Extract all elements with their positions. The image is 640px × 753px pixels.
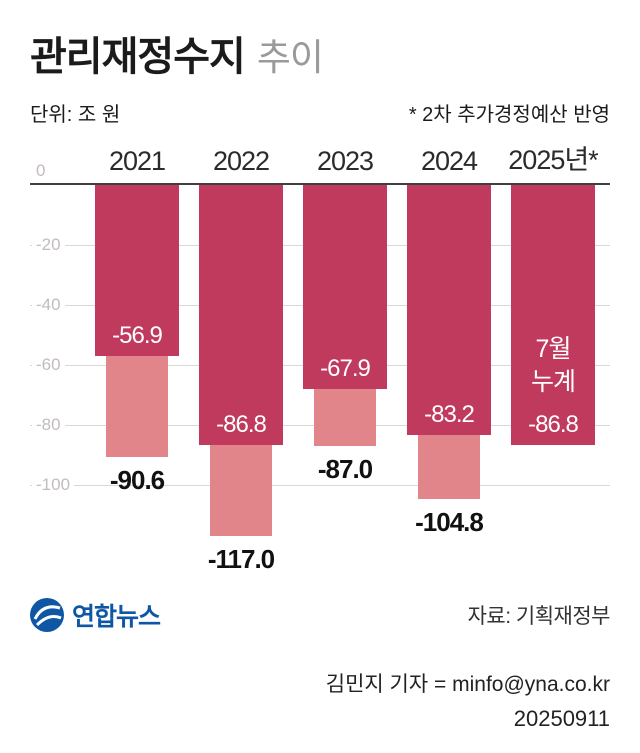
bar-column: -56.9 -90.6 xyxy=(85,185,189,495)
year-label: 2024 xyxy=(420,146,478,176)
annual-value-label: -90.6 xyxy=(109,464,165,495)
bar-column: -67.9 -87.0 xyxy=(293,185,397,485)
july-value-label: -83.2 xyxy=(424,400,475,428)
july-cumulative-annotation: 7월 누계 xyxy=(530,335,576,396)
y-tick-label: -40 xyxy=(32,295,65,315)
y-tick-label: -20 xyxy=(32,235,65,255)
page-title-sub: 추이 xyxy=(256,37,324,78)
bar-column: -83.2 -104.8 xyxy=(397,185,501,537)
bar-july-cumulative xyxy=(407,185,491,435)
bar-column: -86.8 -117.0 xyxy=(189,185,293,574)
bar-july-cumulative xyxy=(95,185,179,356)
unit-label: 단위: 조 원 xyxy=(30,104,121,126)
columns: -56.9 -90.6 -86.8 -117.0 -67.9 -87.0 -83.2 -104… xyxy=(85,185,605,574)
title-row: 관리재정수지 추이 xyxy=(30,24,610,82)
budget-note: * 2차 추가경정예산 반영 xyxy=(408,104,610,126)
bar-chart: 2021 2022 2023 2024 2025년* -56.9 -90.6 -86.8 -1… xyxy=(30,141,610,574)
year-row: 2021 2022 2023 2024 2025년* xyxy=(85,141,605,183)
footer-row: 연합뉴스 자료: 기획재정부 xyxy=(30,597,611,633)
page-title: 관리재정수지 xyxy=(30,35,246,79)
year-label: 2025년* xyxy=(508,145,598,175)
year-label: 2021 xyxy=(108,146,166,176)
annual-value-label: -104.8 xyxy=(415,507,484,538)
bar-july-cumulative xyxy=(199,185,283,446)
byline-block: 김민지 기자 = minfo@yna.co.kr 20250911 xyxy=(30,669,610,736)
july-value-label: -56.9 xyxy=(112,321,163,349)
july-value-label: -67.9 xyxy=(320,354,371,382)
y-tick-label: -60 xyxy=(32,355,65,375)
plot-area: -56.9 -90.6 -86.8 -117.0 -67.9 -87.0 -83.2 -104… xyxy=(30,161,610,574)
date-label: 20250911 xyxy=(513,705,610,731)
bar-annual-total xyxy=(210,445,272,536)
annual-value-label: -117.0 xyxy=(207,544,275,574)
y-tick-label: -80 xyxy=(32,415,65,435)
yonhap-logo-text: 연합뉴스 xyxy=(72,603,161,631)
meta-row: 단위: 조 원 * 2차 추가경정예산 반영 xyxy=(30,98,610,127)
july-value-label: -86.8 xyxy=(528,411,579,439)
gridline xyxy=(30,485,610,486)
source-label: 자료: 기획재정부 xyxy=(467,605,611,628)
yonhap-logo-icon xyxy=(30,598,64,632)
year-label: 2022 xyxy=(212,146,270,176)
bar-annual-total xyxy=(106,355,168,457)
reporter-byline: 김민지 기자 = minfo@yna.co.kr xyxy=(325,673,610,696)
bar-annual-total xyxy=(314,388,376,446)
bar-july-cumulative xyxy=(511,185,595,446)
year-label: 2023 xyxy=(316,146,374,176)
bar-annual-total xyxy=(418,434,480,500)
y-tick-label: 0 xyxy=(32,161,50,181)
bar-column: -86.8 7월 누계 xyxy=(501,185,605,485)
yonhap-logo: 연합뉴스 xyxy=(30,597,161,633)
bar-july-cumulative xyxy=(303,185,387,389)
annual-value-label: -87.0 xyxy=(317,454,373,484)
y-tick-label: -100 xyxy=(32,475,75,495)
july-value-label: -86.8 xyxy=(216,411,267,439)
